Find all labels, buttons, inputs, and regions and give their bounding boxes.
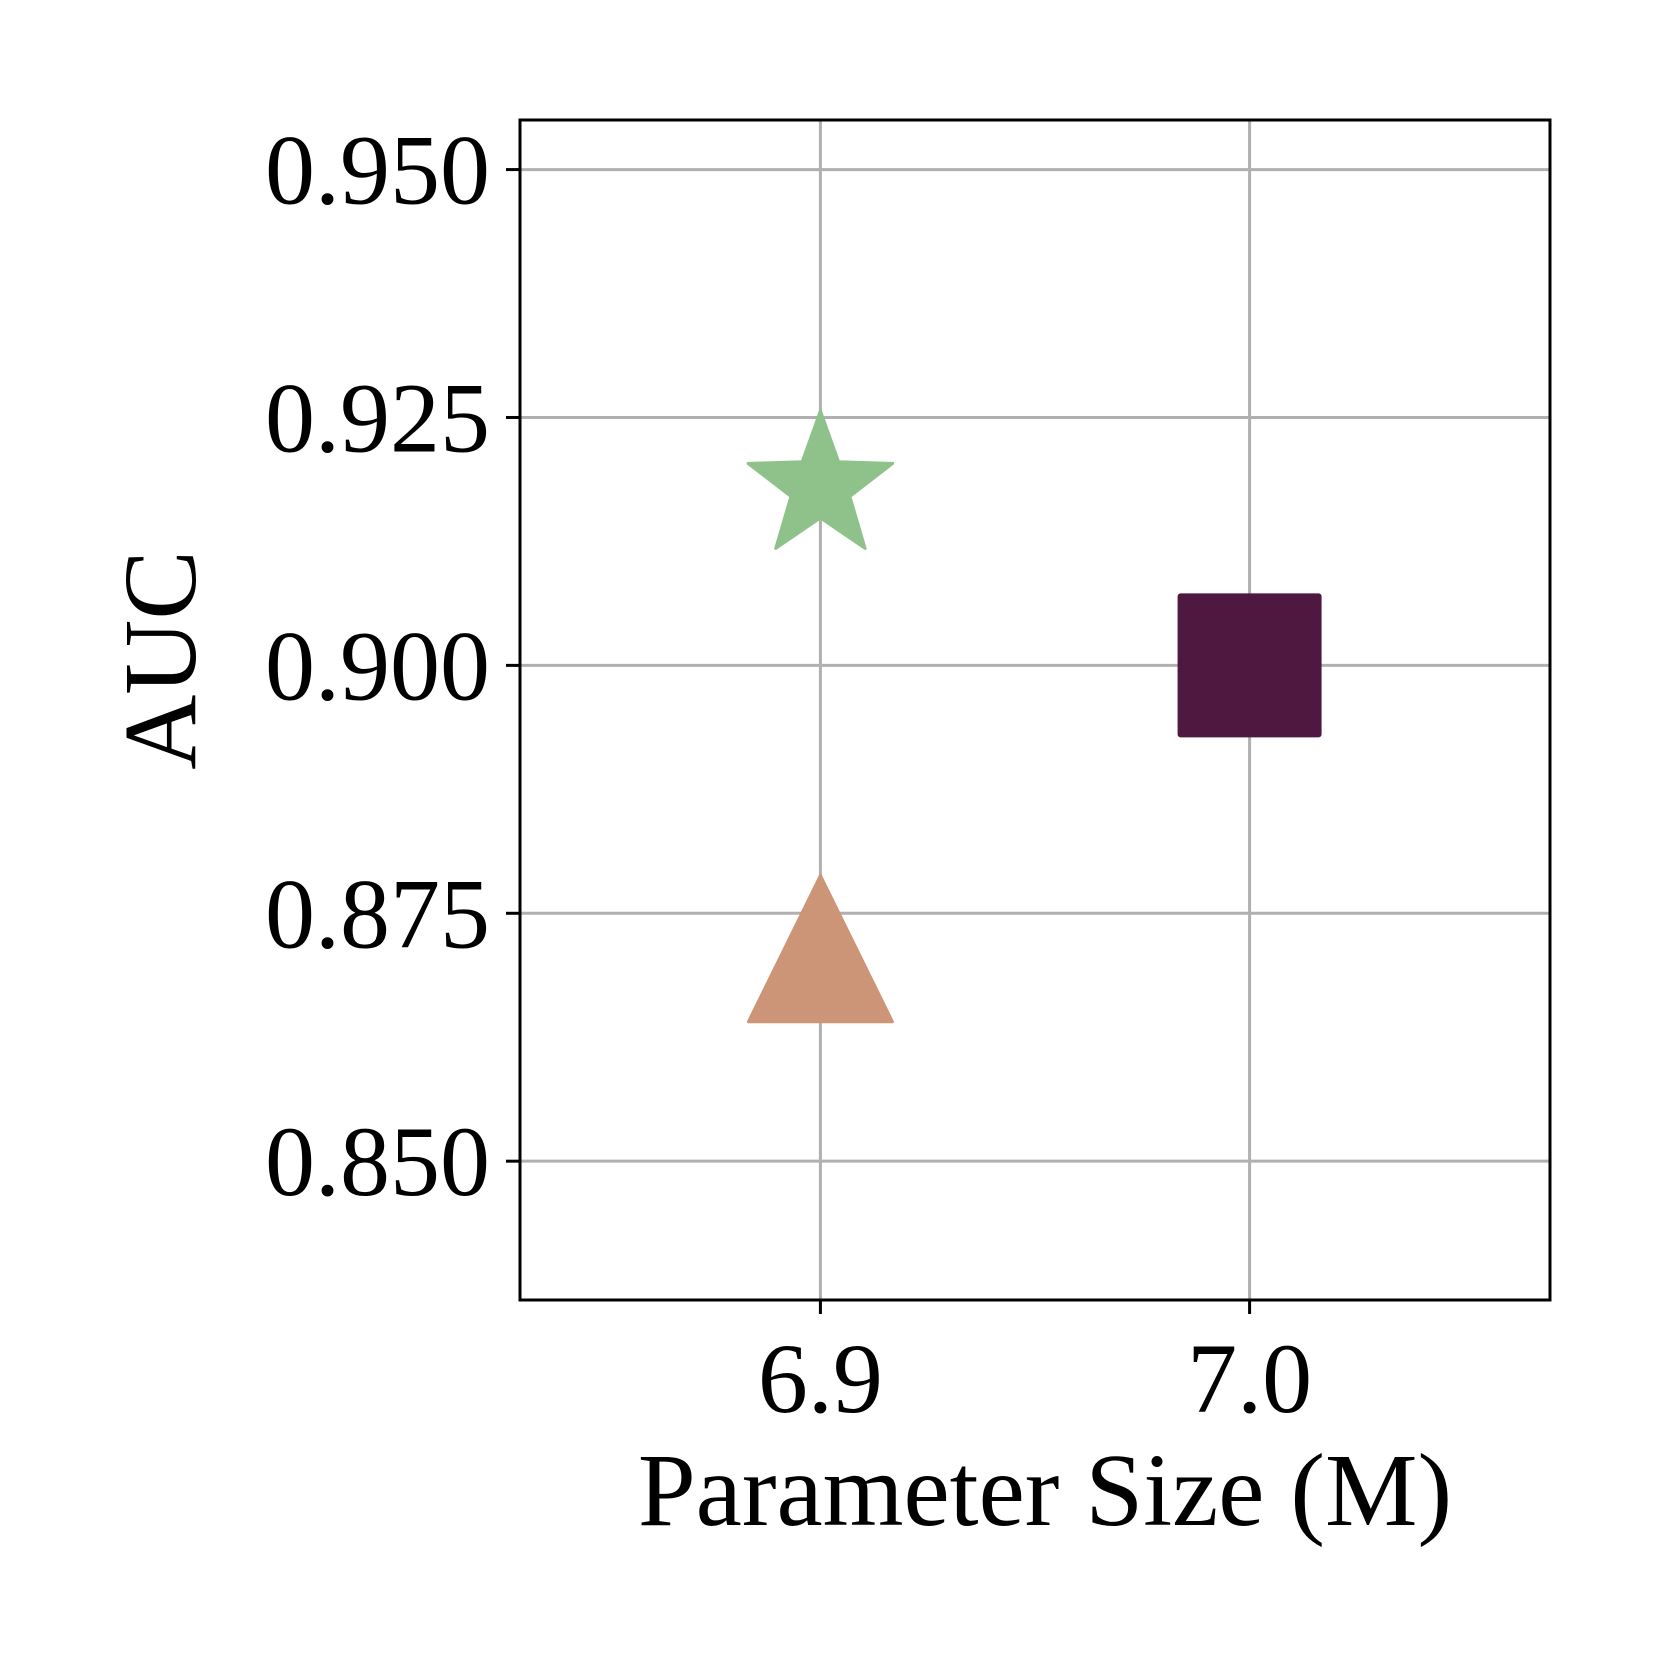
- x-axis-label: Parameter Size (M): [638, 1433, 1452, 1548]
- y-tick-label: 0.950: [265, 115, 490, 226]
- plot-frame: [518, 118, 1552, 1302]
- data-point-triangle: [746, 874, 894, 1024]
- ticks-layer: 0.850 0.875 0.900 0.925 0.950 6.9 7.0: [265, 115, 1312, 1434]
- y-tick-label: 0.925: [265, 362, 490, 473]
- points-layer: [746, 409, 1322, 1024]
- data-point-square: [1177, 593, 1322, 738]
- x-tick-label: 7.0: [1187, 1323, 1312, 1434]
- y-tick-label: 0.850: [265, 1106, 490, 1217]
- x-tick-label: 6.9: [758, 1323, 883, 1434]
- y-axis-label: AUC: [103, 550, 218, 770]
- y-tick-label: 0.875: [265, 858, 490, 969]
- y-tick-label: 0.900: [265, 610, 490, 721]
- grid-layer: [520, 120, 1550, 1300]
- data-point-star: [746, 409, 895, 550]
